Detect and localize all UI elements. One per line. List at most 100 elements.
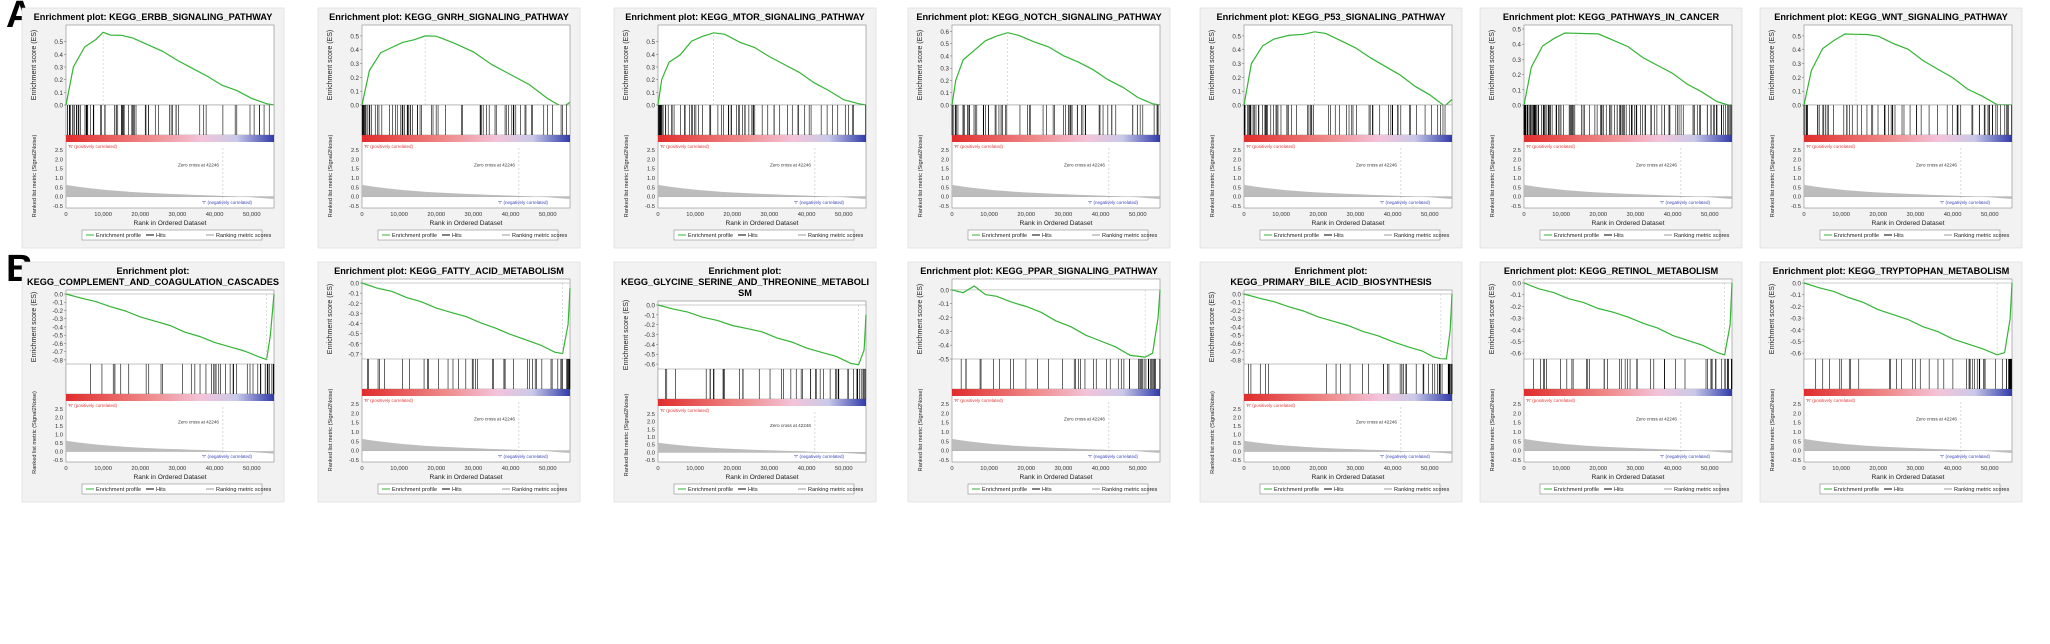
metric-tick-label: 2.5 [351, 402, 359, 408]
metric-axis-label: Ranked list metric (Signal2Noise) [1770, 135, 1776, 218]
gsea-plot-1: Enrichment plot: KEGG_ERBB_SIGNALING_PAT… [21, 7, 285, 249]
metric-tick-label: 1.5 [647, 427, 655, 433]
metric-axis-label: Ranked list metric (Signal2Noise) [624, 135, 630, 218]
metric-tick-label: 1.0 [1793, 176, 1801, 182]
x-axis-label: Rank in Ordered Dataset [1592, 474, 1665, 481]
metric-tick-label: 0.5 [1793, 185, 1801, 191]
es-tick-label: 0.5 [1232, 33, 1241, 40]
x-tick-label: 0 [64, 466, 67, 472]
metric-tick-label: 2.0 [1793, 411, 1801, 417]
x-tick-label: 20,000 [427, 212, 445, 218]
zero-cross-label: Zero cross at 42246 [178, 420, 219, 425]
metric-tick-label: 0.5 [1233, 185, 1241, 191]
hits-area [951, 358, 1161, 390]
legend-item-label: Enrichment profile [1834, 233, 1879, 239]
es-tick-label: -0.6 [1510, 351, 1521, 358]
es-tick-label: -0.2 [1790, 304, 1801, 311]
x-tick-label: 20,000 [131, 212, 149, 218]
enrichment-profile-line [657, 304, 867, 366]
x-axis-label: Rank in Ordered Dataset [1872, 220, 1945, 227]
es-tick-label: -0.1 [348, 291, 359, 298]
es-tick-label: 0.3 [940, 66, 949, 73]
legend-item-label: Ranking metric scores [1954, 487, 2010, 493]
x-tick-label: 40,000 [1384, 212, 1402, 218]
x-axis-label: Rank in Ordered Dataset [1312, 474, 1385, 481]
es-tick-label: -0.4 [938, 343, 949, 350]
metric-tick-label: 0.5 [1233, 441, 1241, 447]
metric-tick-label: 1.0 [1233, 433, 1241, 439]
x-tick-label: 10,000 [1552, 212, 1570, 218]
x-tick-label: 0 [1242, 466, 1245, 472]
es-tick-label: -0.1 [938, 301, 949, 308]
hits-area [65, 104, 275, 136]
ranking-metric-area [658, 442, 866, 455]
x-tick-label: 40,000 [1092, 212, 1110, 218]
positive-correlated-label: 'R' (positively correlated) [68, 403, 117, 408]
metric-tick-label: 1.5 [55, 424, 63, 430]
es-tick-label: 0.0 [940, 103, 949, 110]
ranking-metric-area [1244, 184, 1452, 199]
gsea-plot-4: Enrichment plot: KEGG_NOTCH_SIGNALING_PA… [907, 7, 1171, 249]
es-tick-label: 0.0 [1232, 292, 1241, 299]
es-tick-label: -0.8 [52, 357, 63, 364]
metric-tick-label: -0.5 [939, 204, 949, 210]
x-tick-label: 40,000 [798, 212, 816, 218]
legend-box [1819, 483, 2001, 495]
es-axis-label: Enrichment score (ES) [623, 300, 630, 370]
es-tick-label: 0.0 [646, 103, 655, 110]
metric-tick-label: 1.5 [351, 167, 359, 173]
es-tick-label: -0.2 [348, 301, 359, 308]
hits-area [1803, 358, 2013, 390]
x-tick-label: 0 [64, 212, 67, 218]
legend-box [967, 483, 1149, 495]
x-tick-label: 30,000 [1907, 466, 1925, 472]
x-tick-label: 50,000 [539, 466, 557, 472]
x-tick-label: 30,000 [1055, 466, 1073, 472]
es-axis-label: Enrichment score (ES) [1209, 30, 1216, 100]
es-tick-label: 0.5 [350, 33, 359, 40]
metric-tick-label: 2.0 [351, 157, 359, 163]
legend-item-label: Ranking metric scores [512, 487, 568, 493]
plot-title: Enrichment plot: [117, 266, 190, 276]
metric-tick-label: -0.5 [939, 458, 949, 464]
es-tick-label: 0.3 [646, 65, 655, 72]
x-tick-label: 20,000 [1869, 466, 1887, 472]
enrichment-profile-line [1803, 282, 2013, 356]
es-tick-label: 0.0 [1792, 103, 1801, 110]
metric-tick-label: 0.0 [1513, 195, 1521, 201]
metric-tick-label: -0.5 [1791, 458, 1801, 464]
es-tick-label: 0.2 [1792, 75, 1801, 82]
plot-title: Enrichment plot: KEGG_FATTY_ACID_METABOL… [334, 266, 564, 276]
metric-tick-label: 2.5 [647, 412, 655, 418]
metric-tick-label: 2.0 [1233, 416, 1241, 422]
plot-title: KEGG_PRIMARY_BILE_ACID_BIOSYNTHESIS [1230, 277, 1431, 287]
gsea-plot-2: Enrichment plot: KEGG_GNRH_SIGNALING_PAT… [317, 7, 581, 249]
legend-item-label: Ranking metric scores [1674, 487, 1730, 493]
positive-correlated-label: 'R' (positively correlated) [1246, 144, 1295, 149]
metric-tick-label: -0.5 [645, 458, 655, 464]
metric-tick-label: 0.5 [647, 185, 655, 191]
positive-correlated-label: 'R' (positively correlated) [660, 408, 709, 413]
legend-item-label: Enrichment profile [96, 233, 141, 239]
metric-tick-label: 0.5 [1513, 185, 1521, 191]
metric-tick-label: 1.0 [941, 176, 949, 182]
x-tick-label: 30,000 [169, 212, 187, 218]
es-tick-label: 0.1 [1792, 89, 1801, 96]
metric-tick-label: 2.5 [351, 148, 359, 154]
positive-correlated-label: 'R' (positively correlated) [364, 398, 413, 403]
es-axis-label: Enrichment score (ES) [1489, 30, 1496, 100]
zero-cross-label: Zero cross at 42246 [178, 162, 219, 167]
metric-tick-label: 2.0 [1513, 157, 1521, 163]
negative-correlated-label: 'T' (negatively correlated) [498, 200, 549, 205]
x-tick-label: 10,000 [1552, 466, 1570, 472]
legend-item-label: Ranking metric scores [1102, 233, 1158, 239]
x-tick-label: 50,000 [835, 212, 853, 218]
metric-tick-label: 2.0 [1233, 157, 1241, 163]
es-tick-label: -0.5 [1790, 339, 1801, 346]
x-tick-label: 30,000 [1347, 212, 1365, 218]
metric-tick-label: 0.5 [941, 439, 949, 445]
x-tick-label: 30,000 [1347, 466, 1365, 472]
plot-title: KEGG_COMPLEMENT_AND_COAGULATION_CASCADES [27, 277, 279, 287]
rank-heat-bar [658, 135, 866, 142]
es-tick-label: -0.2 [938, 315, 949, 322]
